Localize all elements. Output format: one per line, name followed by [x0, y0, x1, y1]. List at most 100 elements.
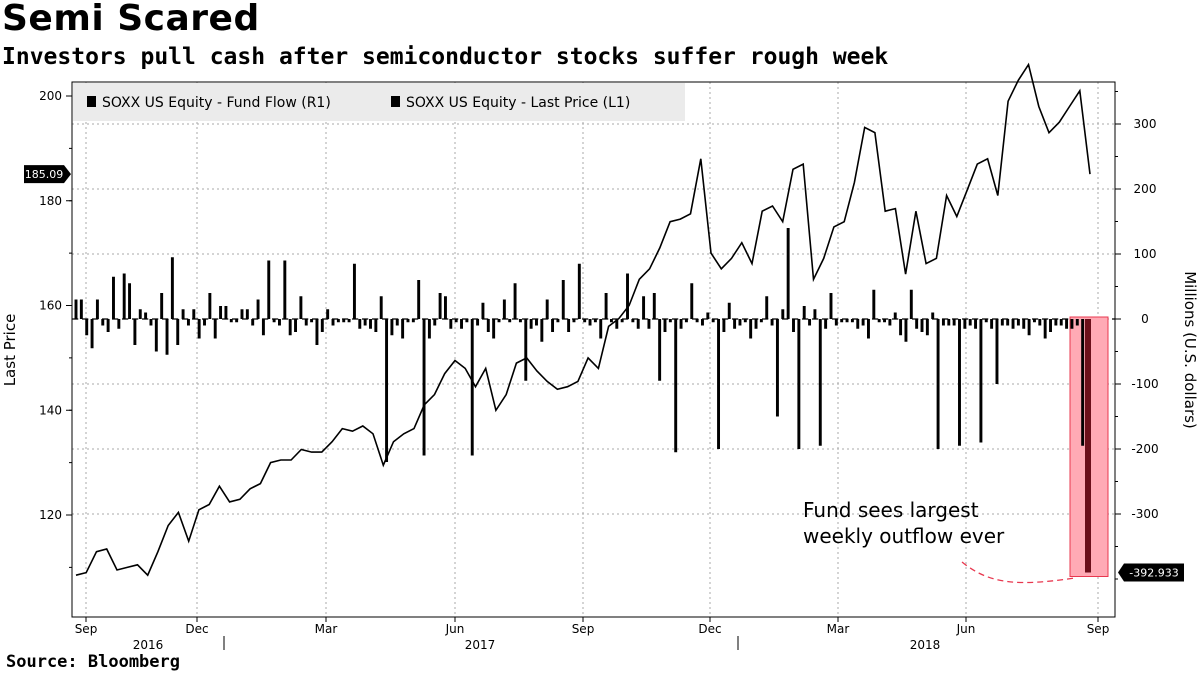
fund-flow-bar [154, 319, 158, 352]
fund-flow-bar [850, 319, 854, 323]
fund-flow-bar [979, 319, 983, 443]
fund-flow-bar [395, 319, 399, 326]
fund-flow-bar [583, 319, 587, 323]
fund-flow-bar [529, 319, 533, 329]
last-flow-tag-bg [1118, 563, 1184, 582]
fund-flow-bar [449, 319, 453, 329]
fund-flow-bar [974, 319, 978, 329]
fund-flow-bar [829, 293, 833, 319]
x-tick-label: Sep [1087, 622, 1110, 636]
fund-flow-bar [958, 319, 961, 446]
fund-flow-bar [856, 319, 860, 329]
legend-background [73, 83, 685, 121]
fund-flow-bar [197, 319, 201, 339]
fund-flow-bar [79, 299, 83, 319]
fund-flow-bar [620, 319, 624, 323]
fund-flow-bar [609, 319, 613, 323]
legend-item: SOXX US Equity - Fund Flow (R1) [102, 95, 331, 111]
fund-flow-bar [674, 319, 678, 453]
left-tick-label: 180 [39, 194, 62, 208]
fund-flow-bar [899, 319, 903, 336]
fund-flow-bar [1032, 319, 1036, 323]
last-price-tag: 185.09 [25, 168, 64, 181]
fund-flow-bar [299, 296, 303, 319]
right-tick-label: -100 [1131, 377, 1158, 391]
fund-flow-bar [374, 319, 378, 332]
fund-flow-bar [460, 319, 463, 329]
fund-flow-bar [347, 319, 351, 323]
right-tick-label: 300 [1134, 117, 1157, 131]
plot-frame [71, 81, 1116, 618]
fund-flow-bar [733, 319, 737, 329]
fund-flow-bar [1022, 319, 1026, 329]
last-flow-tag: -392.933 [1129, 567, 1178, 580]
fund-flow-bar [406, 319, 410, 323]
fund-flow-bar [626, 273, 629, 319]
fund-flow-bar [1006, 319, 1010, 326]
fund-flow-bar [759, 319, 763, 323]
fund-flow-bar [74, 299, 78, 319]
fund-flow-bar [1000, 319, 1004, 326]
right-tick-label: 200 [1134, 182, 1157, 196]
x-tick-label: Sep [75, 622, 98, 636]
fund-flow-bar [235, 319, 239, 323]
fund-flow-bar [261, 319, 265, 336]
fund-flow-bar [470, 319, 474, 456]
fund-flow-bar [502, 299, 506, 319]
fund-flow-bar [845, 319, 849, 323]
headline: Semi Scared [2, 0, 260, 39]
fund-flow-bar [251, 319, 255, 326]
fund-flow-bar [454, 319, 458, 323]
fund-flow-bar [465, 319, 469, 323]
fund-flow-bar [941, 319, 945, 326]
fund-flow-bar [481, 302, 485, 319]
fund-flow-bar [567, 319, 571, 332]
fund-flow-bar [915, 319, 919, 329]
fund-flow-bar [128, 283, 132, 319]
fund-flow-bar [877, 319, 881, 323]
fund-flow-bar [433, 319, 437, 326]
fund-flow-bar [101, 319, 105, 326]
fund-flow-bar [658, 319, 662, 381]
fund-flow-bar [369, 319, 372, 329]
fund-flow-bar [861, 319, 865, 326]
fund-flow-bar [695, 319, 699, 323]
fund-flow-bar [947, 319, 951, 326]
fund-flow-bar [438, 293, 442, 319]
fund-flow-bar [1059, 319, 1063, 326]
fund-flow-bar [781, 309, 785, 319]
fund-flow-bar [1085, 319, 1091, 573]
fund-flow-bar [385, 319, 389, 462]
legend: SOXX US Equity - Fund Flow (R1) SOXX US E… [73, 83, 685, 121]
fund-flow-bar [792, 319, 795, 332]
fund-flow-bar [706, 312, 710, 319]
fund-flow-bar [1016, 319, 1020, 326]
x-tick-label: Dec [698, 622, 721, 636]
fund-flow-bar [727, 302, 731, 319]
fund-flow-bar [422, 319, 426, 456]
fund-flow-bar [668, 319, 672, 323]
fund-flow-bar [331, 319, 335, 326]
fund-flow-bar [492, 319, 496, 339]
annotation-text: Fund sees largest [803, 498, 979, 522]
fund-flow-bar [278, 319, 281, 326]
fund-flow-bar [818, 319, 822, 446]
fund-flow-bar [352, 263, 356, 319]
fund-flow-bar [342, 319, 346, 323]
fund-flow-bar [229, 319, 233, 323]
fund-flow-bar [288, 319, 292, 336]
fund-flow-bar [754, 319, 758, 329]
fund-flow-bar [904, 319, 908, 342]
fund-flow-bar [540, 319, 544, 342]
right-axis-label: Millions (U.S. dollars) [1181, 271, 1199, 429]
fund-flow-bar [717, 319, 721, 449]
fund-flow-bar [336, 319, 340, 323]
x-tick-label: Jun [445, 622, 465, 636]
fund-flow-bar [893, 312, 897, 319]
fund-flow-bar [443, 296, 447, 319]
fund-flow-bar [770, 319, 774, 326]
fund-flow-bar [1043, 319, 1047, 339]
x-tick-label: Sep [572, 622, 595, 636]
fund-flow-bar [310, 319, 314, 323]
